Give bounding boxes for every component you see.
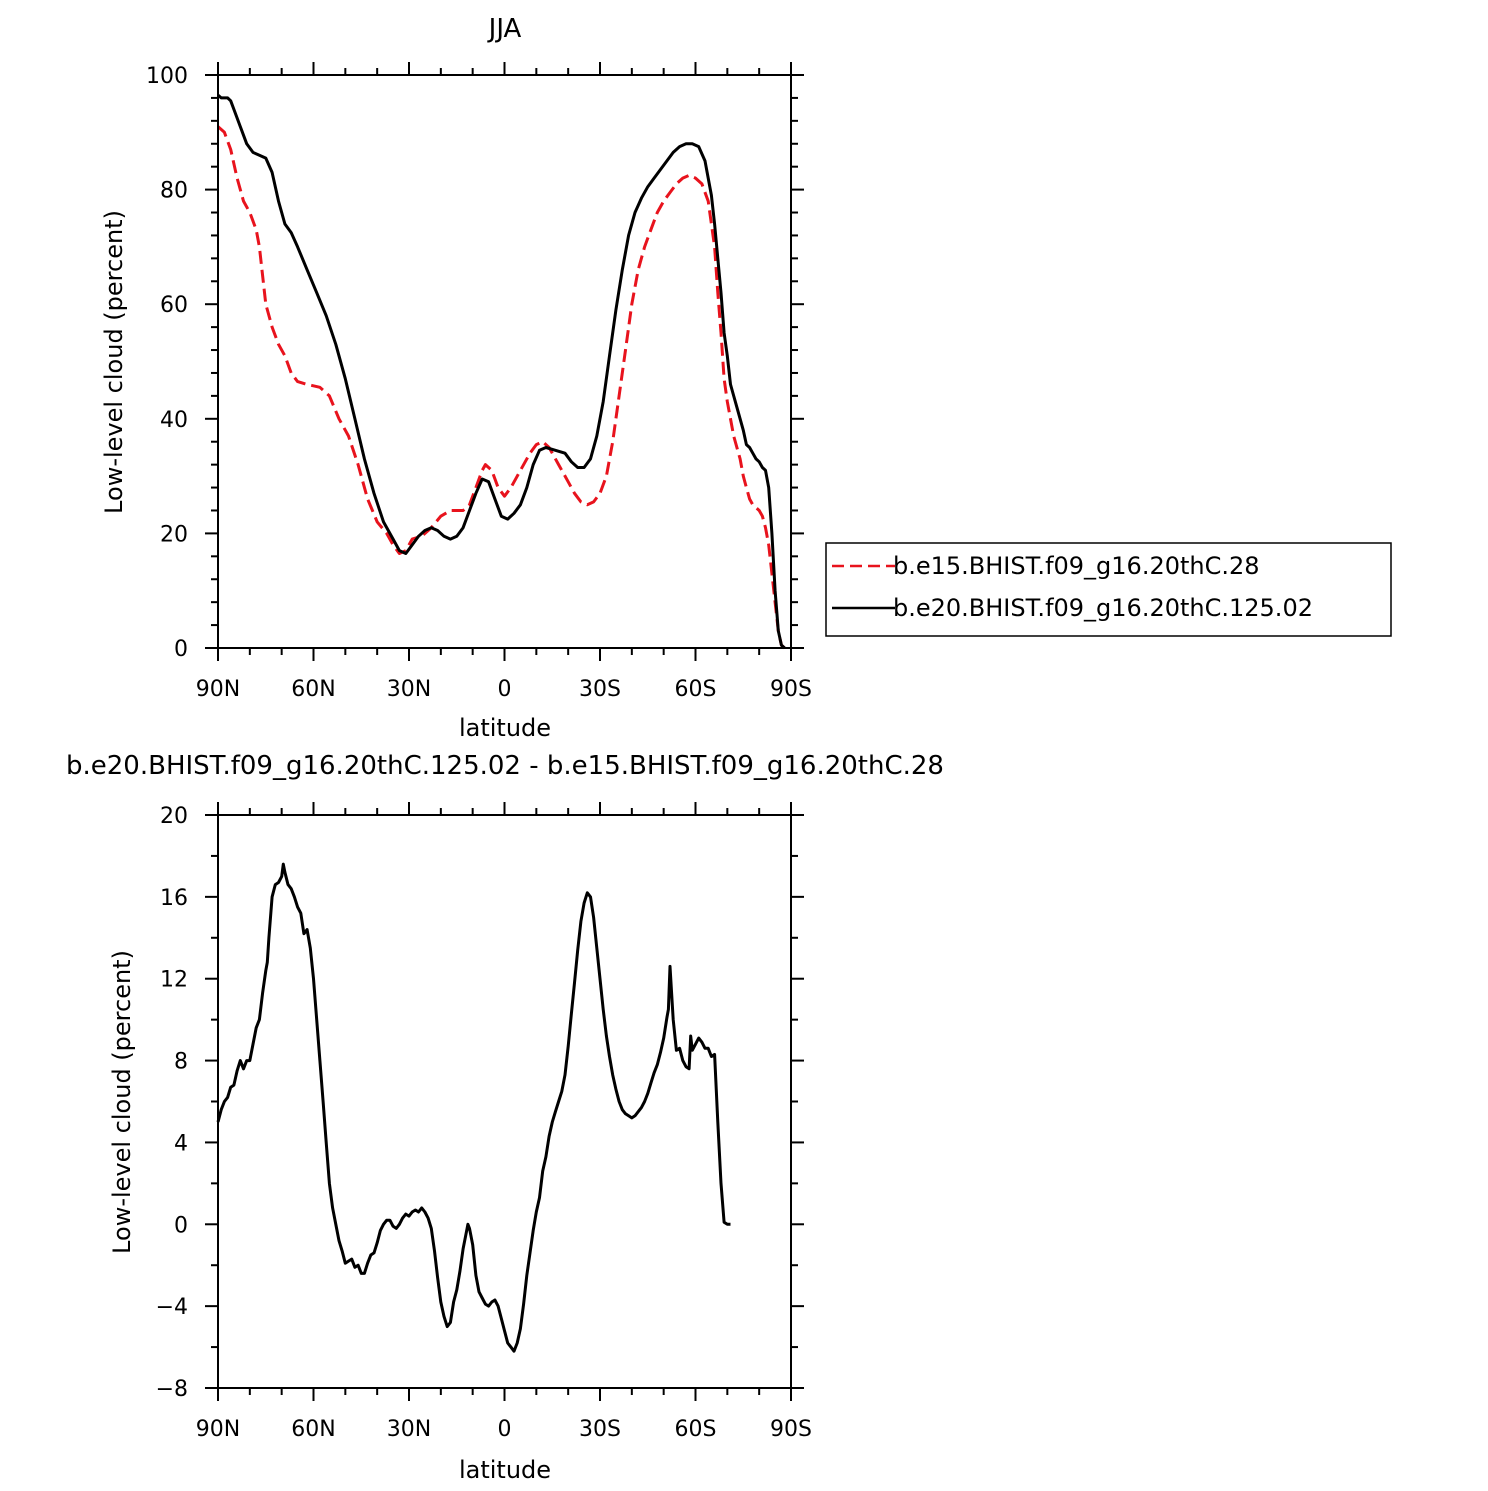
top-chart-x-axis-label: latitude	[459, 714, 551, 742]
x-tick-label: 30N	[387, 677, 431, 702]
x-tick-label: 30S	[579, 1417, 621, 1442]
top-chart-ticks: 90N 60N 30N 0 30S 60S 90S 0 20 40 60 80 100	[146, 62, 812, 702]
bottom-chart-plot-frame	[217, 814, 792, 1389]
series-line-2	[217, 93, 786, 650]
top-chart: JJA 90N 60N 30N 0 30S 60S 90S 0 20 40 60 80 100 lati…	[100, 14, 812, 742]
x-tick-label: 60S	[675, 677, 717, 702]
y-tick-label: 0	[174, 1213, 188, 1238]
x-tick-label: 90N	[196, 677, 240, 702]
y-tick-label: 80	[160, 179, 188, 204]
x-tick-label: 90S	[770, 1417, 812, 1442]
series-line-1	[216, 862, 731, 1353]
y-tick-label: 40	[160, 408, 188, 433]
y-tick-label: 0	[174, 637, 188, 662]
x-tick-label: 60N	[291, 677, 335, 702]
bottom-chart-title: b.e20.BHIST.f09_g16.20thC.125.02 - b.e15…	[66, 751, 944, 781]
x-tick-label: 90S	[770, 677, 812, 702]
x-tick-label: 30N	[387, 1417, 431, 1442]
y-tick-label: 16	[160, 886, 188, 911]
series-line-1	[217, 125, 786, 650]
y-tick-label: 20	[160, 804, 188, 829]
y-tick-label: 12	[160, 968, 188, 993]
top-chart-y-axis-label: Low-level cloud (percent)	[100, 210, 128, 514]
x-tick-label: 0	[498, 1417, 512, 1442]
legend-label-series-2: b.e20.BHIST.f09_g16.20thC.125.02	[893, 594, 1313, 622]
bottom-chart: b.e20.BHIST.f09_g16.20thC.125.02 - b.e15…	[66, 751, 944, 1484]
bottom-chart-y-axis-label: Low-level cloud (percent)	[108, 950, 136, 1254]
top-chart-series	[217, 93, 786, 650]
legend-box	[825, 542, 1392, 637]
y-tick-label: −4	[156, 1295, 188, 1320]
x-tick-label: 0	[498, 677, 512, 702]
y-tick-label: 100	[146, 64, 188, 89]
x-tick-label: 90N	[196, 1417, 240, 1442]
x-tick-label: 30S	[579, 677, 621, 702]
y-tick-label: 4	[174, 1131, 188, 1156]
bottom-chart-series	[216, 862, 731, 1353]
top-chart-title: JJA	[487, 14, 522, 44]
legend: b.e15.BHIST.f09_g16.20thC.28 b.e20.BHIST…	[825, 542, 1392, 637]
y-tick-label: 8	[174, 1050, 188, 1075]
x-tick-label: 60N	[291, 1417, 335, 1442]
x-tick-label: 60S	[675, 1417, 717, 1442]
y-tick-label: −8	[156, 1377, 188, 1402]
y-tick-label: 60	[160, 293, 188, 318]
legend-label-series-1: b.e15.BHIST.f09_g16.20thC.28	[893, 552, 1260, 580]
top-chart-plot-frame	[217, 74, 792, 649]
bottom-chart-x-axis-label: latitude	[459, 1456, 551, 1484]
bottom-chart-ticks: 90N 60N 30N 0 30S 60S 90S −8 −4 0 4 8 12 16 20	[156, 802, 812, 1442]
y-tick-label: 20	[160, 522, 188, 547]
